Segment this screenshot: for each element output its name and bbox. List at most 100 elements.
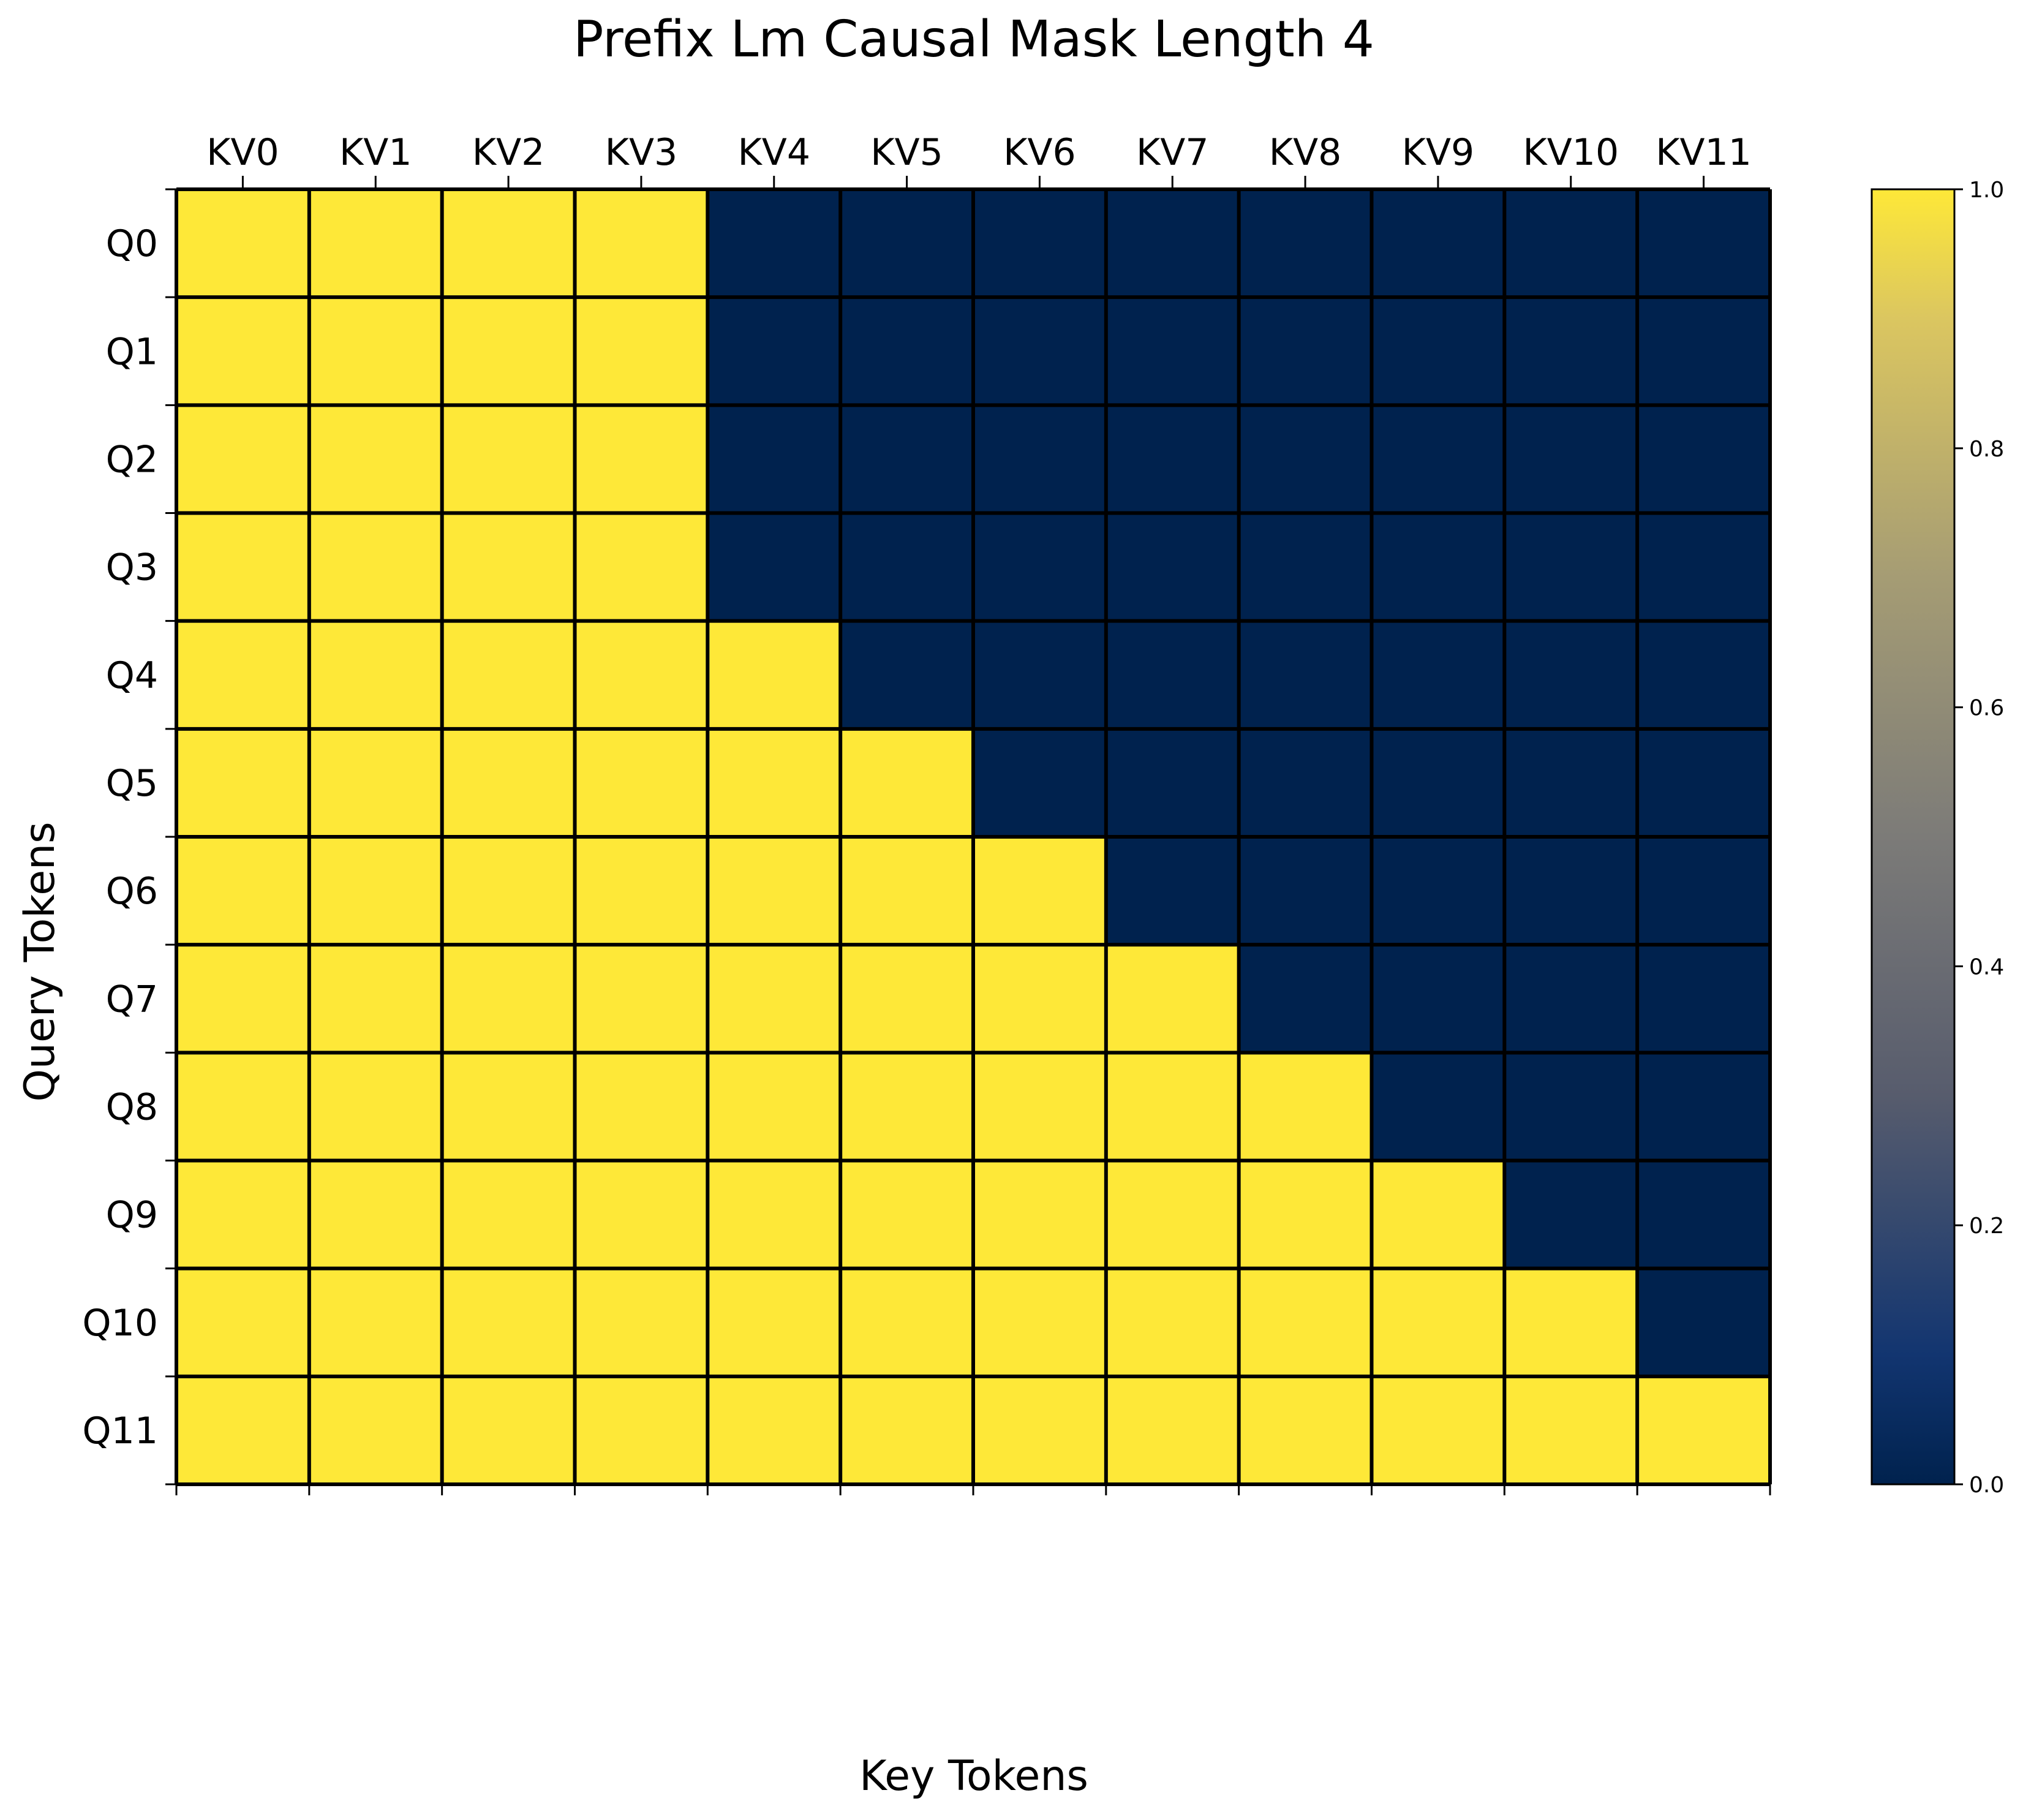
- heatmap-cell: [1106, 513, 1239, 621]
- heatmap-cell: [575, 1376, 708, 1484]
- heatmap-cell: [575, 405, 708, 513]
- heatmap-cell: [1238, 513, 1372, 621]
- x-tick-label: KV2: [472, 131, 545, 174]
- heatmap-cell: [1504, 513, 1638, 621]
- heatmap-cell: [1106, 1160, 1239, 1269]
- heatmap-cell: [707, 1268, 841, 1376]
- heatmap-cell: [575, 1160, 708, 1269]
- heatmap-cell: [1106, 728, 1239, 837]
- heatmap-cell: [1504, 405, 1638, 513]
- heatmap-cell: [176, 513, 309, 621]
- heatmap-cell: [176, 189, 309, 298]
- heatmap-cell: [1238, 728, 1372, 837]
- heatmap-cell: [1504, 945, 1638, 1053]
- heatmap-cell: [1238, 1376, 1372, 1484]
- heatmap-cell: [1637, 621, 1770, 729]
- heatmap-cell: [1504, 1376, 1638, 1484]
- colorbar: 0.0 0.2 0.4 0.6 0.8 1.0: [1870, 178, 2004, 1498]
- heatmap-cell: [309, 1052, 442, 1161]
- heatmap-cell: [1238, 945, 1372, 1053]
- colorbar-gradient: [1870, 188, 1956, 1486]
- heatmap-cell: [1371, 405, 1505, 513]
- heatmap-cell: [1106, 621, 1239, 729]
- heatmap-cell: [707, 1052, 841, 1161]
- heatmap-cell: [1106, 297, 1239, 406]
- heatmap-cell: [707, 297, 841, 406]
- heatmap-cell: [1238, 405, 1372, 513]
- heatmap-cell: [1238, 1268, 1372, 1376]
- heatmap-cell: [442, 297, 575, 406]
- heatmap-cell: [176, 1160, 309, 1269]
- heatmap-cell: [1504, 837, 1638, 945]
- heatmap-cell: [1371, 513, 1505, 621]
- heatmap-cell: [442, 1268, 575, 1376]
- heatmap-cell: [442, 1376, 575, 1484]
- colorbar-tick-label: 0.0: [1969, 1473, 2004, 1498]
- heatmap-cell: [176, 405, 309, 513]
- heatmap-cells: [176, 189, 1770, 1484]
- heatmap-cell: [1238, 189, 1372, 298]
- heatmap-cell: [707, 945, 841, 1053]
- x-tick-label: KV0: [206, 131, 279, 174]
- heatmap-cell: [707, 837, 841, 945]
- y-tick-label: Q6: [106, 870, 158, 913]
- heatmap-cell: [1637, 1268, 1770, 1376]
- heatmap-cell: [1106, 837, 1239, 945]
- colorbar-ticks: 0.0 0.2 0.4 0.6 0.8 1.0: [1954, 178, 2004, 1498]
- heatmap-cell: [575, 297, 708, 406]
- heatmap-cell: [1371, 1160, 1505, 1269]
- x-tick-label: KV1: [339, 131, 412, 174]
- heatmap-cell: [1106, 1376, 1239, 1484]
- heatmap-cell: [1504, 1268, 1638, 1376]
- heatmap-cell: [1504, 728, 1638, 837]
- heatmap-cell: [1637, 1160, 1770, 1269]
- x-tick-label: KV11: [1656, 131, 1752, 174]
- heatmap-cell: [176, 945, 309, 1053]
- heatmap-cell: [575, 1268, 708, 1376]
- heatmap-cell: [1371, 837, 1505, 945]
- heatmap-cell: [1238, 1052, 1372, 1161]
- heatmap-cell: [309, 945, 442, 1053]
- heatmap-cell: [1504, 189, 1638, 298]
- y-tick-label: Q11: [82, 1410, 158, 1452]
- heatmap-cell: [309, 837, 442, 945]
- heatmap-cell: [1637, 945, 1770, 1053]
- heatmap-cell: [309, 189, 442, 298]
- heatmap-cell: [1637, 1376, 1770, 1484]
- heatmap-cell: [575, 513, 708, 621]
- heatmap-cell: [707, 513, 841, 621]
- heatmap-cell: [176, 1268, 309, 1376]
- heatmap-cell: [973, 728, 1106, 837]
- heatmap-cell: [973, 837, 1106, 945]
- colorbar-tick-label: 0.8: [1969, 437, 2004, 462]
- heatmap-cell: [309, 1268, 442, 1376]
- y-axis-label: Query Tokens: [16, 821, 64, 1101]
- heatmap-cell: [1371, 621, 1505, 729]
- heatmap-cell: [1504, 1052, 1638, 1161]
- heatmap-cell: [973, 621, 1106, 729]
- y-tick-label: Q1: [106, 330, 158, 373]
- heatmap-cell: [1637, 513, 1770, 621]
- heatmap-cell: [1637, 405, 1770, 513]
- chart-title: Prefix Lm Causal Mask Length 4: [573, 10, 1374, 69]
- x-tick-label: KV5: [870, 131, 943, 174]
- heatmap-cell: [1106, 189, 1239, 298]
- y-tick-label: Q0: [106, 222, 158, 265]
- heatmap-cell: [575, 189, 708, 298]
- heatmap-cell: [309, 1376, 442, 1484]
- heatmap-cell: [1238, 297, 1372, 406]
- heatmap-cell: [707, 1160, 841, 1269]
- heatmap-cell: [442, 837, 575, 945]
- heatmap-cell: [442, 621, 575, 729]
- heatmap-cell: [442, 728, 575, 837]
- heatmap-cell: [575, 1052, 708, 1161]
- heatmap-cell: [176, 728, 309, 837]
- colorbar-tick-label: 0.2: [1969, 1214, 2004, 1239]
- heatmap-cell: [1106, 1268, 1239, 1376]
- x-tick-label: KV10: [1523, 131, 1619, 174]
- heatmap-cell: [575, 728, 708, 837]
- heatmap-cell: [1371, 189, 1505, 298]
- heatmap-cell: [442, 189, 575, 298]
- heatmap-cell: [1637, 1052, 1770, 1161]
- heatmap-cell: [840, 1376, 973, 1484]
